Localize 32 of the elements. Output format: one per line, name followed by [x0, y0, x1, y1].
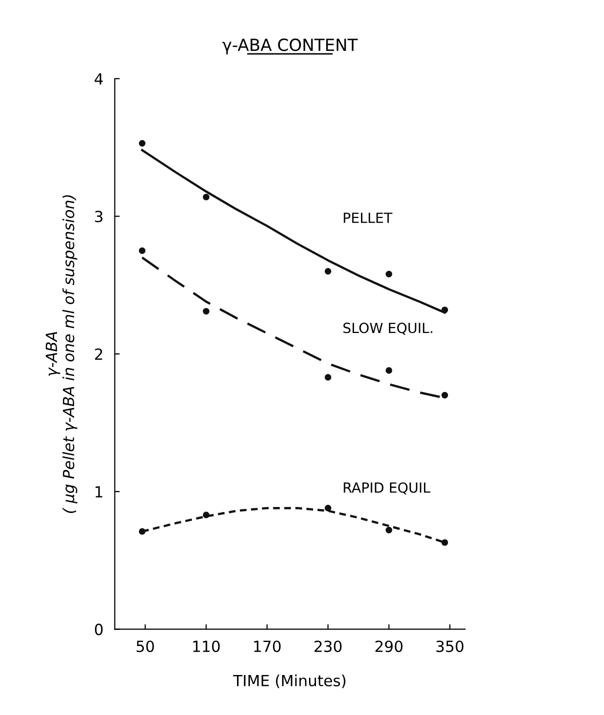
point: [324, 374, 332, 381]
point: [202, 308, 210, 315]
y-tick-label: 1: [96, 486, 102, 498]
point: [138, 528, 146, 535]
annotation: PELLET: [344, 212, 392, 223]
point: [441, 306, 448, 314]
point: [202, 512, 210, 518]
point: [202, 194, 210, 200]
y-tick-label: 0: [94, 624, 103, 636]
y-tick-label: 3: [95, 210, 102, 222]
point: [441, 392, 448, 399]
point: [441, 539, 448, 546]
point: [386, 526, 392, 534]
point: [386, 270, 392, 278]
point: [138, 247, 146, 254]
annotation: SLOW EQUIL.: [343, 322, 432, 335]
x-tick-label: 170: [254, 640, 281, 652]
x-tick-label: 230: [314, 640, 342, 652]
y-tick-label: 4: [94, 73, 103, 84]
point: [386, 367, 392, 374]
x-axis-title: TIME (Minutes): [233, 674, 346, 688]
y-axis-title: γ-ABA ( μg Pellet γ-ABA in one ml of suspension): [46, 195, 78, 513]
point: [324, 504, 332, 512]
x-tick-label: 290: [375, 640, 402, 652]
y-tick-label: 2: [95, 348, 102, 360]
chart-title: γ-ABA CONTENT: [222, 38, 358, 54]
point: [138, 140, 146, 147]
annotation: RAPID EQUIL: [344, 482, 430, 494]
x-tick-label: 50: [136, 640, 154, 652]
x-tick-label: 350: [436, 640, 464, 652]
point: [324, 268, 332, 275]
x-tick-label: 110: [193, 640, 220, 652]
